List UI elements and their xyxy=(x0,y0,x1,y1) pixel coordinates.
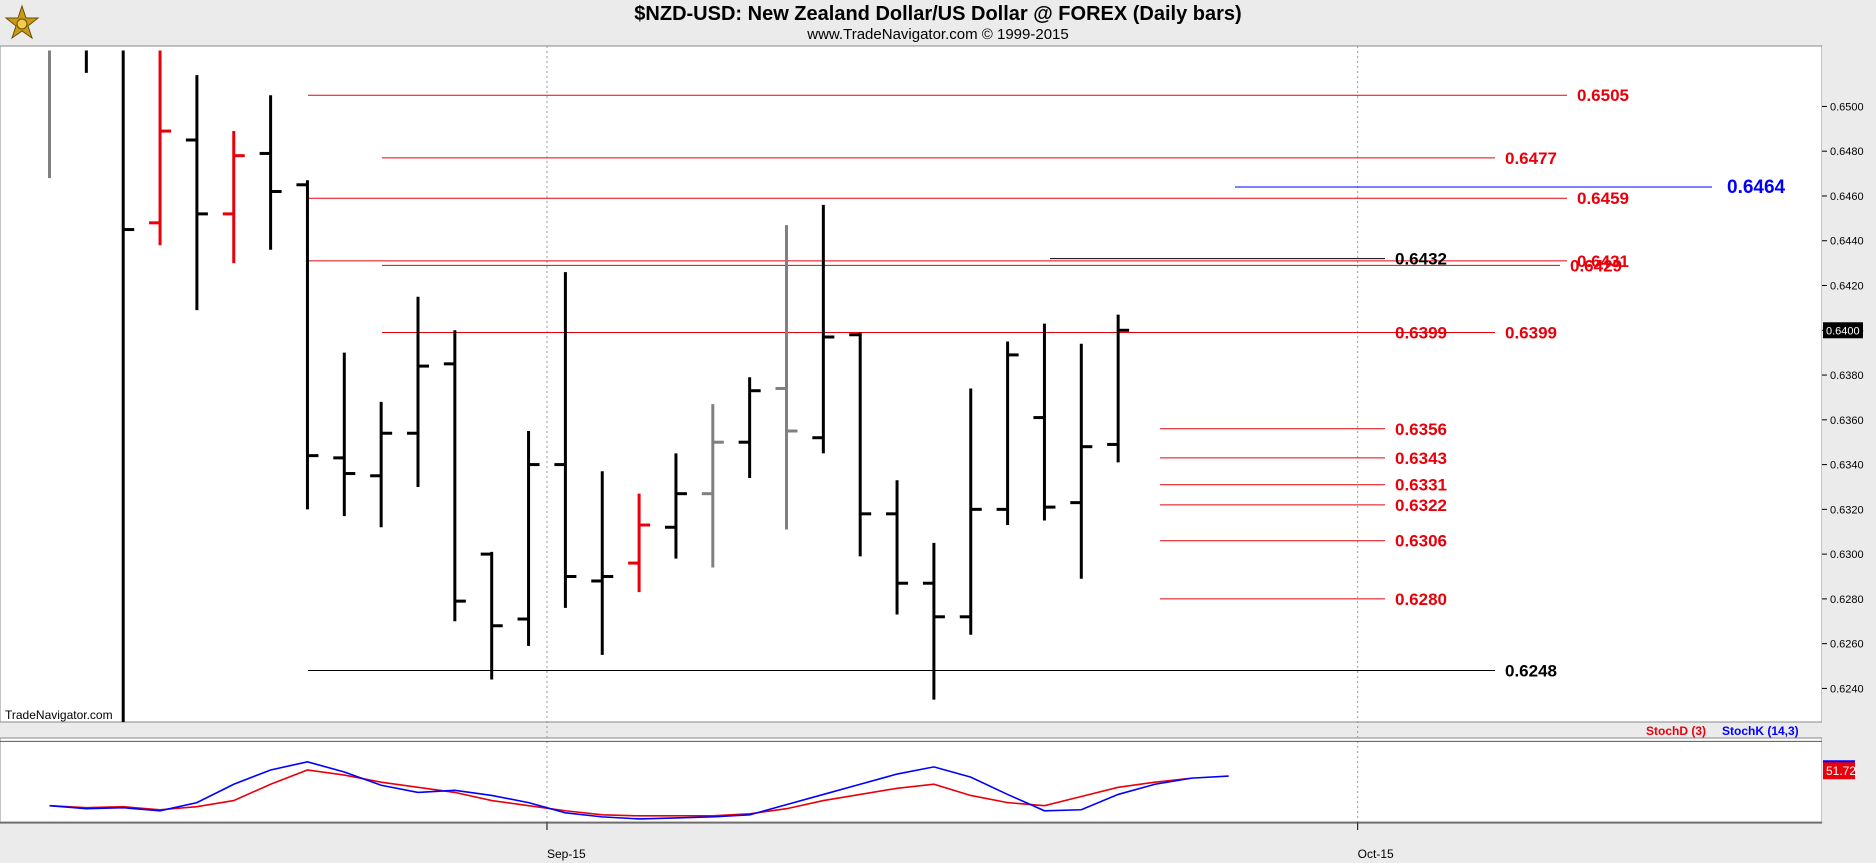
level-label-0.6459: 0.6459 xyxy=(1577,189,1629,208)
chart-header: $NZD-USD: New Zealand Dollar/US Dollar @… xyxy=(0,0,1876,46)
level-label-0.6431: 0.6431 xyxy=(1577,252,1629,271)
y-tick-label: 0.6320 xyxy=(1830,504,1864,516)
last-price-tag xyxy=(1823,322,1863,339)
level-label-0.6429: 0.6429 xyxy=(1570,256,1622,275)
y-tick-label: 0.6280 xyxy=(1830,594,1864,606)
stoch-value-tag xyxy=(1823,761,1855,780)
level-label-0.6306: 0.6306 xyxy=(1395,532,1447,551)
level-label-0.6432: 0.6432 xyxy=(1395,250,1447,269)
y-tick-label: 0.6420 xyxy=(1830,281,1864,293)
level-label-0.6322: 0.6322 xyxy=(1395,496,1447,515)
price-panel xyxy=(0,45,1823,723)
chart-title: $NZD-USD: New Zealand Dollar/US Dollar @… xyxy=(634,3,1242,25)
y-tick-label: 0.6460 xyxy=(1830,191,1864,203)
stoch-legend-k: StochK (14,3) xyxy=(1722,724,1799,738)
level-label-0.6331: 0.6331 xyxy=(1395,476,1447,495)
y-tick-label: 0.6380 xyxy=(1830,370,1864,382)
chart-subtitle: www.TradeNavigator.com © 1999-2015 xyxy=(807,26,1069,43)
level-label-0.6343: 0.6343 xyxy=(1395,449,1447,468)
trade-navigator-logo-icon xyxy=(4,4,40,44)
stochastic-panel xyxy=(0,737,1823,823)
last-price-label: 0.6400 xyxy=(1826,325,1860,337)
watermark-text: TradeNavigator.com xyxy=(5,708,113,722)
level-label-0.6399: 0.6399 xyxy=(1395,324,1447,343)
right-axis-area xyxy=(1822,46,1876,822)
x-tick-label: Oct-15 xyxy=(1358,847,1394,861)
y-tick-label: 0.6480 xyxy=(1830,146,1864,158)
level-label-0.6399: 0.6399 xyxy=(1505,324,1557,343)
level-label-0.6280: 0.6280 xyxy=(1395,590,1447,609)
level-label-0.6356: 0.6356 xyxy=(1395,420,1447,439)
x-tick-label: Sep-15 xyxy=(547,847,586,861)
stoch-value-label: 51.72 xyxy=(1826,764,1856,778)
y-tick-label: 0.6260 xyxy=(1830,639,1864,651)
level-label-0.6505: 0.6505 xyxy=(1577,86,1629,105)
y-tick-label: 0.6300 xyxy=(1830,549,1864,561)
y-tick-label: 0.6500 xyxy=(1830,101,1864,113)
level-label-0.6464: 0.6464 xyxy=(1727,177,1786,198)
y-tick-label: 0.6240 xyxy=(1830,683,1864,695)
stoch-line-d xyxy=(49,769,1192,817)
y-tick-label: 0.6340 xyxy=(1830,460,1864,472)
y-tick-label: 0.6360 xyxy=(1830,415,1864,427)
stoch-line-k xyxy=(49,760,1229,820)
level-label-0.6477: 0.6477 xyxy=(1505,149,1557,168)
level-label-0.6248: 0.6248 xyxy=(1505,662,1557,681)
stoch-legend-d: StochD (3) xyxy=(1646,724,1706,738)
y-tick-label: 0.6440 xyxy=(1830,236,1864,248)
